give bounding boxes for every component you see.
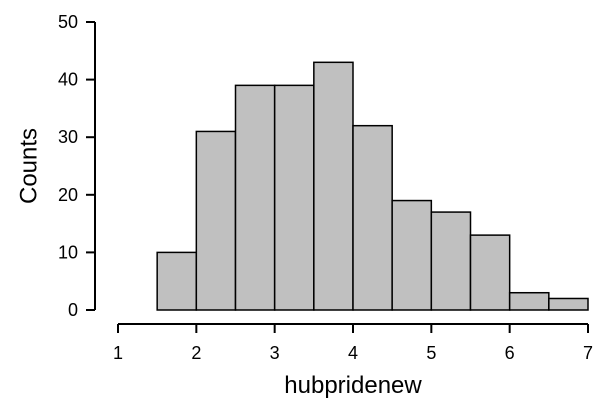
histogram-bars [156, 61, 589, 311]
y-tick-label: 30 [58, 127, 78, 147]
histogram-bar-9 [469, 234, 511, 311]
x-tick-label: 7 [583, 343, 593, 363]
x-tick-label: 1 [113, 343, 123, 363]
histogram-bar-3 [234, 84, 276, 311]
y-axis: 0 10 20 30 40 50 [58, 12, 96, 320]
histogram-bar-2 [195, 130, 237, 311]
x-axis: 1 2 3 4 5 6 7 [113, 323, 593, 363]
y-axis-title: Counts [15, 128, 42, 204]
x-tick-label: 2 [191, 343, 201, 363]
histogram-bar-1 [156, 251, 198, 311]
histogram-bar-8 [430, 211, 472, 311]
histogram-bar-4 [273, 84, 315, 311]
histogram-bar-7 [391, 199, 433, 311]
y-tick-label: 10 [58, 242, 78, 262]
x-tick-label: 6 [505, 343, 515, 363]
y-tick-label: 0 [68, 300, 78, 320]
x-tick-label: 3 [270, 343, 280, 363]
histogram-bar-10 [508, 291, 550, 311]
y-tick-label: 20 [58, 185, 78, 205]
x-axis-title: hubpridenew [284, 372, 422, 399]
x-tick-label: 4 [348, 343, 358, 363]
y-tick-label: 40 [58, 70, 78, 90]
histogram-bar-5 [313, 61, 354, 311]
histogram-bar-6 [352, 124, 393, 311]
histogram-bar-11 [548, 297, 589, 311]
y-tick-label: 50 [58, 12, 78, 32]
x-tick-label: 5 [426, 343, 436, 363]
